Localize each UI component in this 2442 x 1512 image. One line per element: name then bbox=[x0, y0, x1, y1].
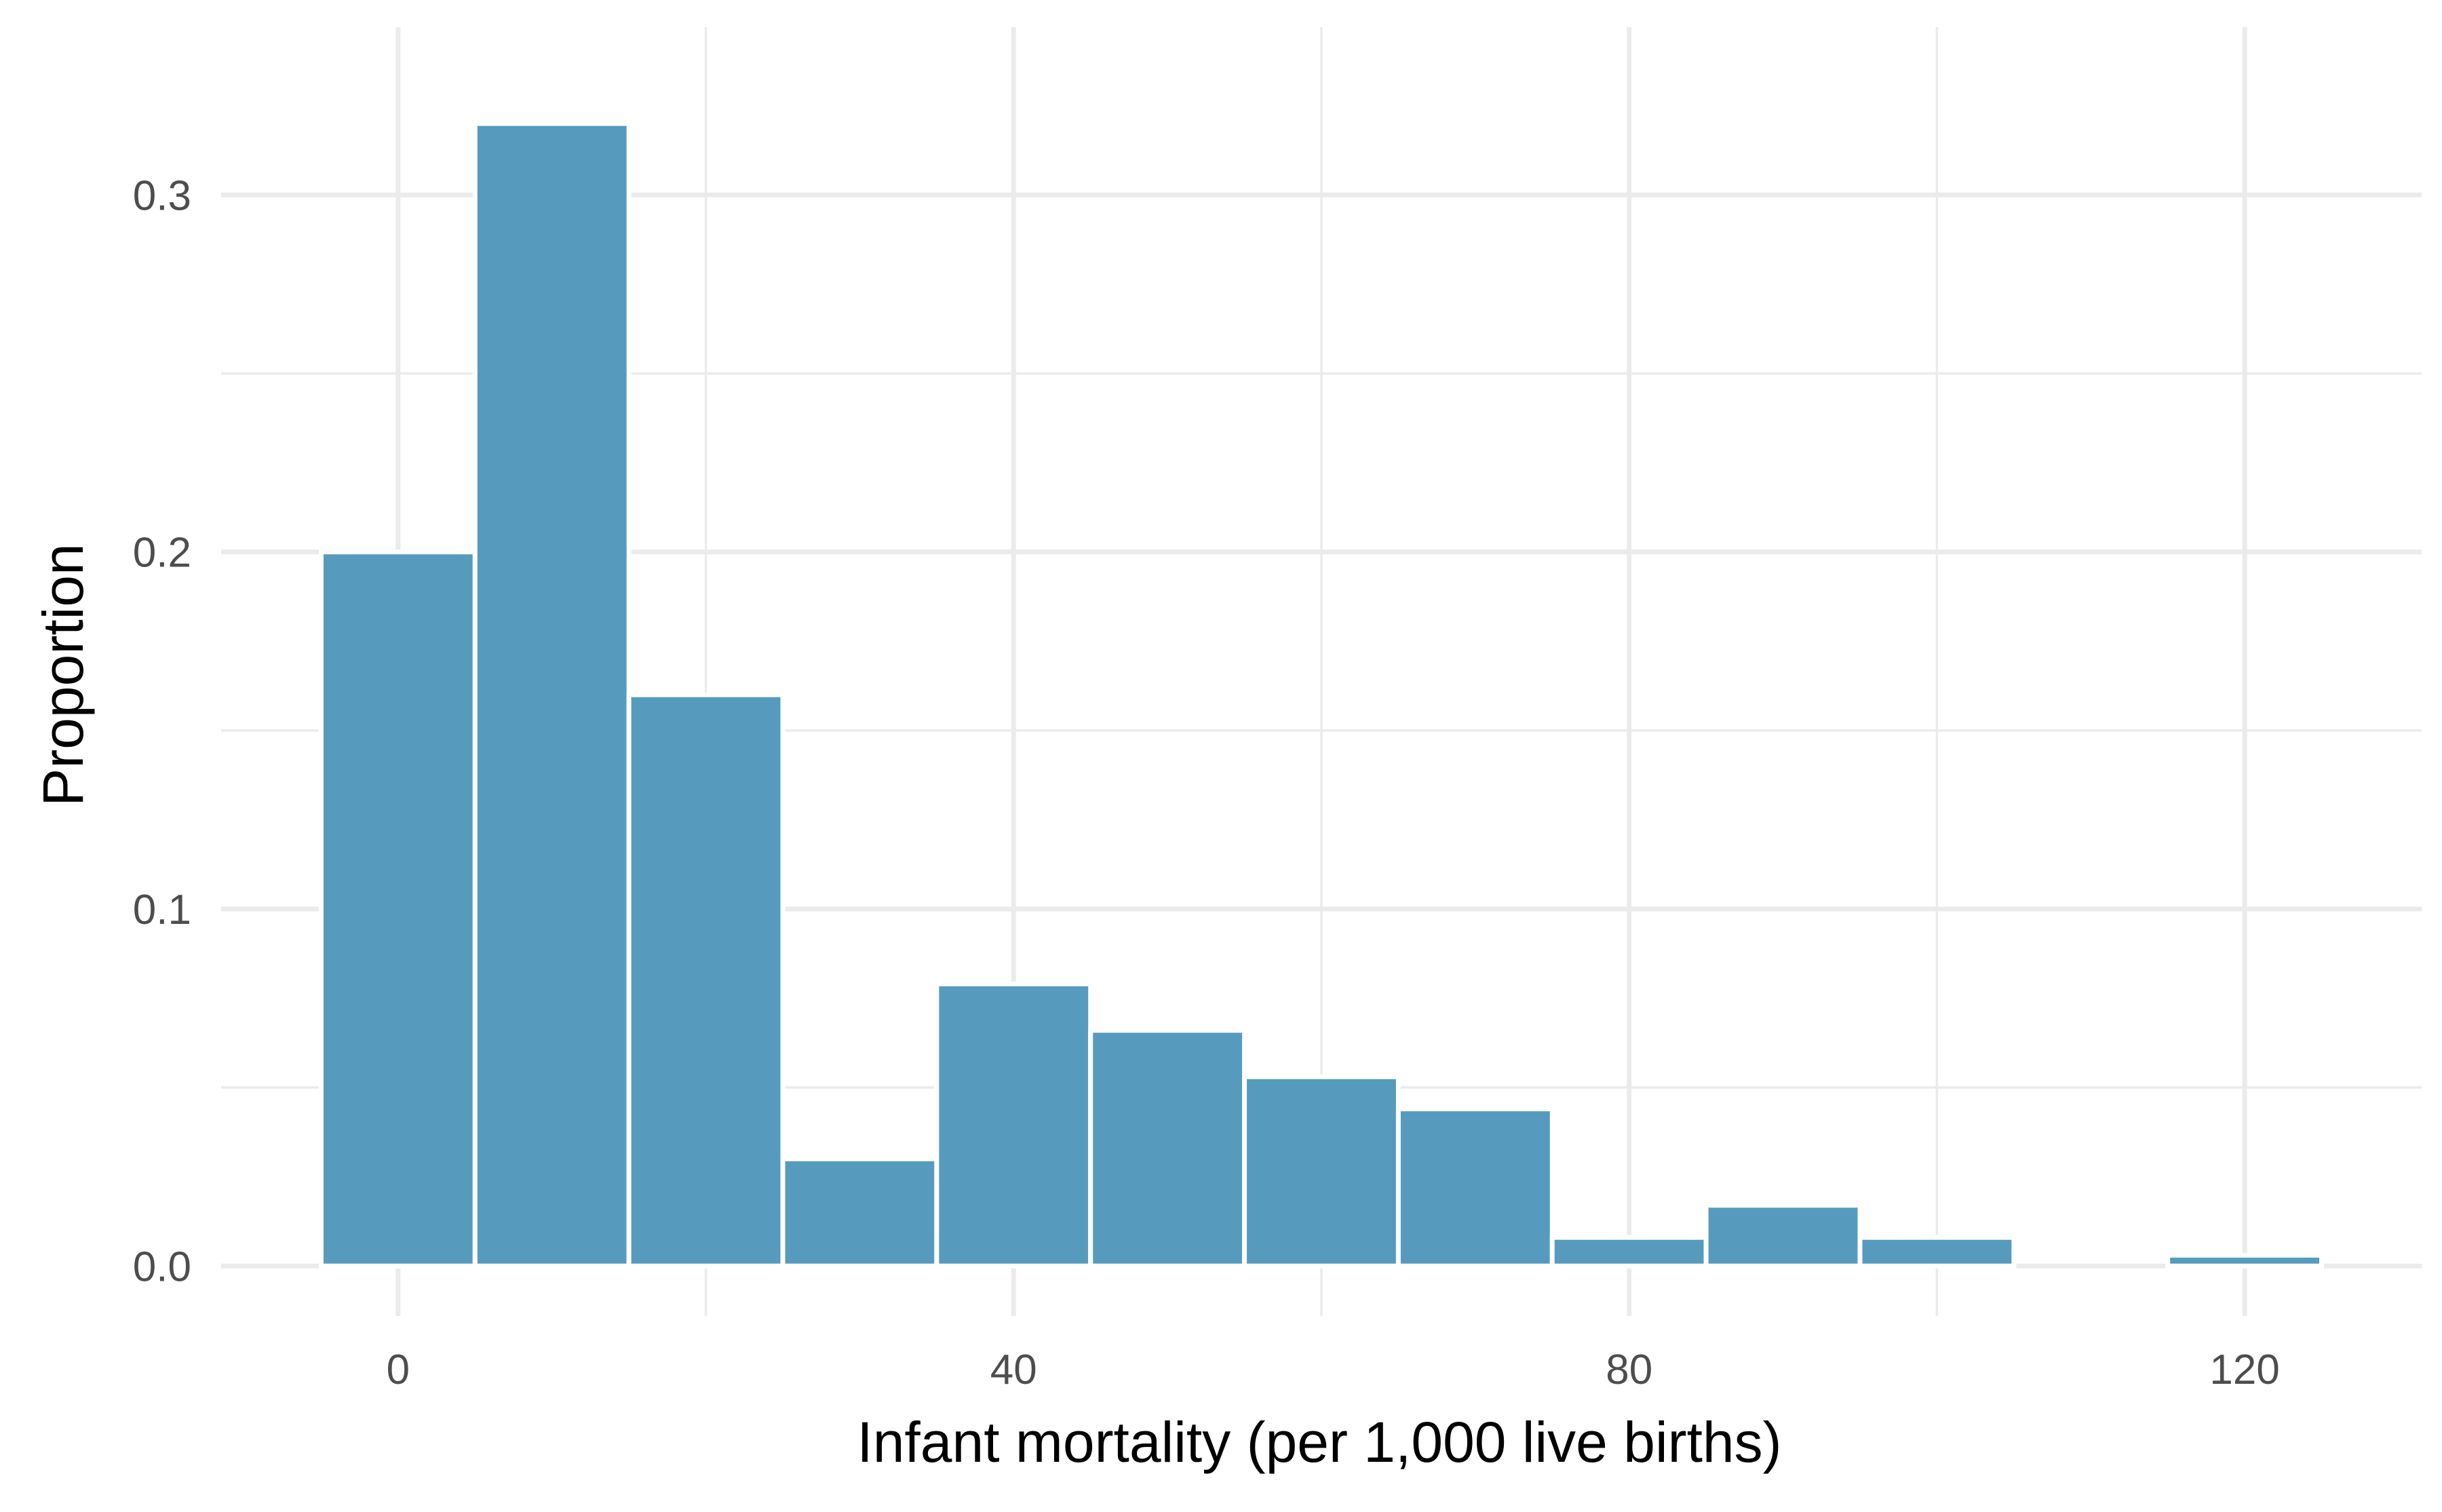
histogram-bar bbox=[2165, 1253, 2325, 1268]
histogram-bar bbox=[1703, 1203, 1863, 1268]
histogram-bar bbox=[1549, 1235, 1709, 1268]
y-tick-label: 0.0 bbox=[133, 1243, 191, 1290]
bars-layer bbox=[318, 121, 2325, 1268]
histogram-bar bbox=[1395, 1106, 1555, 1268]
histogram-bar bbox=[318, 549, 478, 1268]
histogram-bar bbox=[1242, 1074, 1401, 1268]
histogram-bar bbox=[934, 982, 1093, 1268]
x-axis-title: Infant mortality (per 1,000 live births) bbox=[857, 1410, 1781, 1474]
y-tick-labels: 0.0 0.1 0.2 0.3 bbox=[133, 172, 191, 1290]
x-tick-labels: 0 40 80 120 bbox=[387, 1346, 2280, 1393]
x-tick-label: 0 bbox=[387, 1346, 410, 1393]
histogram-bar bbox=[1857, 1235, 2017, 1268]
y-tick-label: 0.1 bbox=[133, 887, 191, 933]
histogram-bar bbox=[626, 692, 786, 1268]
histogram-bar bbox=[780, 1156, 939, 1268]
y-tick-label: 0.3 bbox=[133, 172, 191, 219]
y-axis-title: Proportion bbox=[31, 543, 95, 807]
x-tick-label: 40 bbox=[990, 1346, 1037, 1393]
y-tick-label: 0.2 bbox=[133, 530, 191, 577]
histogram-bar bbox=[472, 121, 632, 1268]
x-tick-label: 120 bbox=[2209, 1346, 2279, 1393]
x-tick-label: 80 bbox=[1606, 1346, 1652, 1393]
histogram-bar bbox=[1088, 1028, 1247, 1268]
